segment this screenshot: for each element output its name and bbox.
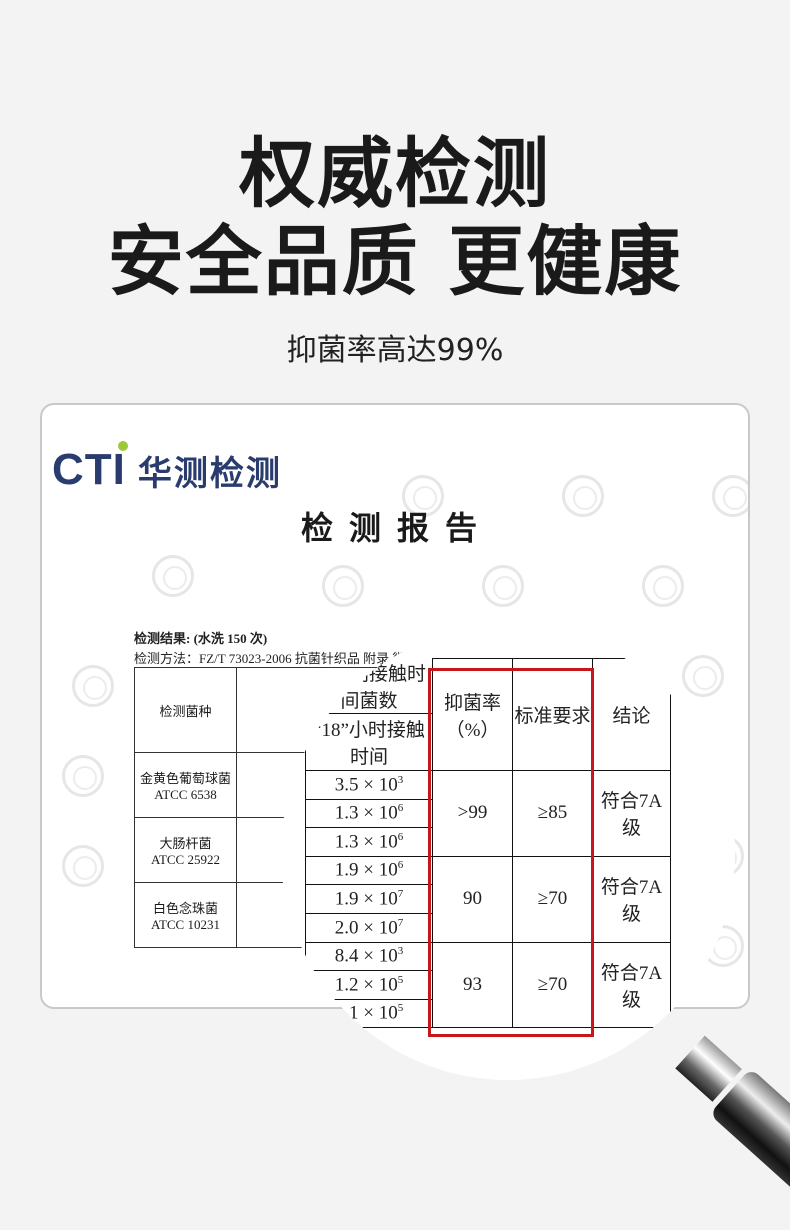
- table-row: 1.3 × 106: [305, 827, 671, 857]
- table-row: 1.1 × 105: [305, 998, 671, 1029]
- table-row: 2.0 × 107: [305, 912, 671, 943]
- watermark-icon: [62, 845, 104, 887]
- table-row: 8.4 × 103 93 ≥70 符合7A级: [305, 941, 671, 1029]
- count-cell: 1.1 × 105: [305, 998, 433, 1029]
- watermark-icon: [482, 565, 524, 607]
- conclusion-cell: 符合7A级: [592, 941, 671, 1029]
- watermark-icon: [322, 565, 364, 607]
- count-cell: 3.5 × 103: [305, 770, 433, 800]
- conclusion-cell: 符合7A级: [592, 855, 671, 943]
- watermark-icon: [152, 555, 194, 597]
- count-cell: 1.9 × 107: [305, 884, 433, 914]
- watermark-icon: [402, 475, 444, 517]
- watermark-icon: [62, 755, 104, 797]
- watermark-icon: [712, 475, 748, 517]
- watermark-icon: [72, 665, 114, 707]
- count-cell: 1.3 × 106: [305, 798, 433, 829]
- headline-line2: 安全品质 更健康: [107, 217, 683, 306]
- headline-line1: 权威检测: [239, 129, 551, 218]
- watermark-icon: [642, 565, 684, 607]
- rate-cell: 93: [432, 941, 513, 1029]
- subtitle: 抑菌率高达99%: [286, 333, 504, 368]
- magnifier-handle: [709, 1067, 790, 1228]
- watermark-icon: [562, 475, 604, 517]
- rate-cell: >99: [432, 770, 513, 857]
- cti-logo: CTI 华测检测: [52, 441, 282, 495]
- watermark-icon: [682, 655, 724, 697]
- magnifier-lens: 在不同接触时间菌数 抑菌率（%） 标准要求 结论 “18”小时接触时间 3.5 …: [281, 626, 735, 1080]
- rate-cell: 90: [432, 855, 513, 943]
- count-cell: 1.3 × 106: [305, 827, 433, 857]
- count-cell: 8.4 × 103: [305, 941, 433, 972]
- report-title: 检测报告: [300, 509, 493, 547]
- result-label: 检测结果: (水洗 150 次): [134, 631, 268, 646]
- count-cell: 1.2 × 105: [305, 970, 433, 1000]
- table-row: 1.9 × 106 90 ≥70 符合7A级: [305, 855, 671, 943]
- highlight-box: [428, 668, 594, 1037]
- count-cell: 1.9 × 106: [305, 855, 433, 886]
- conclusion-cell: 符合7A级: [592, 770, 671, 857]
- table-row: 1.9 × 107: [305, 884, 671, 914]
- count-cell: 2.0 × 107: [305, 912, 433, 943]
- standard-cell: ≥70: [512, 941, 593, 1029]
- table-row: 1.3 × 106: [305, 798, 671, 829]
